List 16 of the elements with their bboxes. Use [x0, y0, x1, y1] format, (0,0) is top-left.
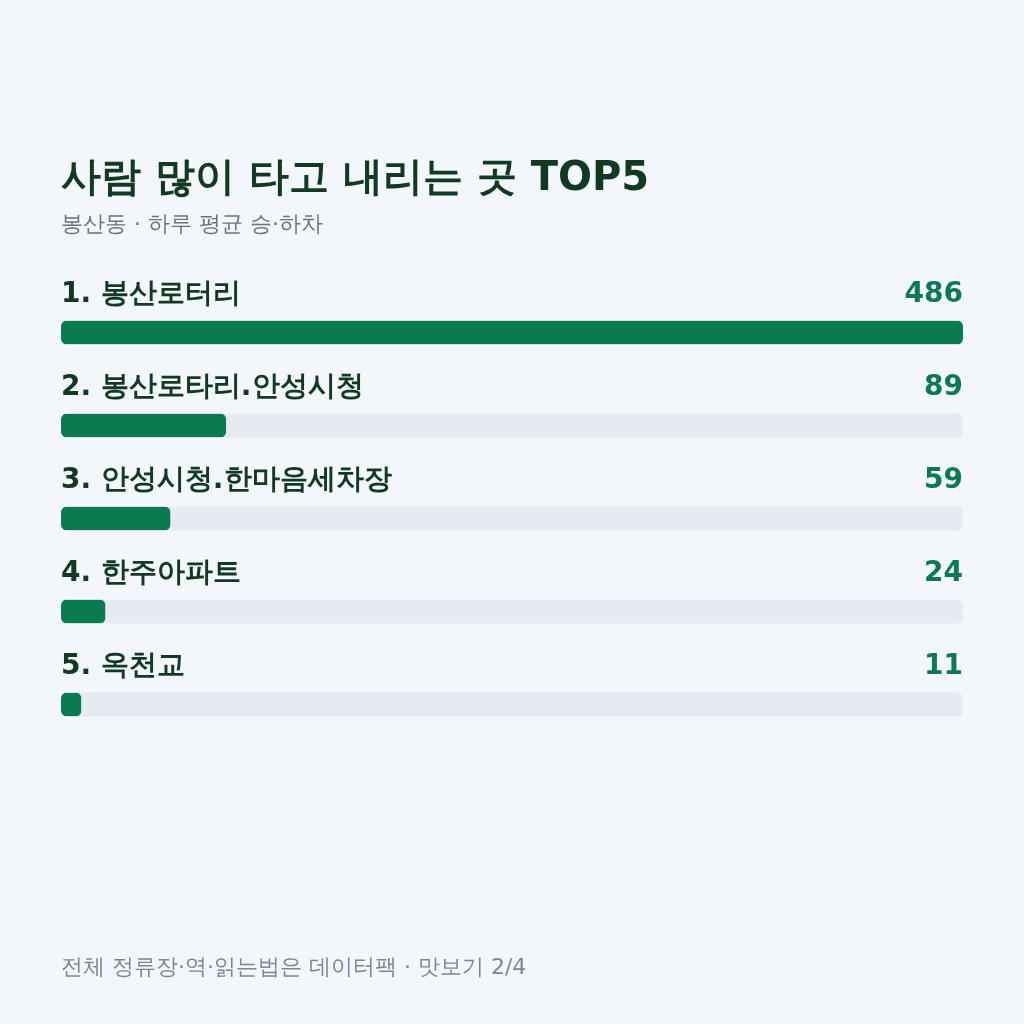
- chart-title: 사람 많이 타고 내리는 곳 TOP5: [61, 153, 650, 199]
- y-tick-label: 1. 봉산로터리: [61, 275, 241, 309]
- data-label: 486: [904, 275, 963, 309]
- data-label: 11: [924, 647, 963, 681]
- chart-subtitle: 봉산동 · 하루 평균 승·하차: [61, 211, 323, 236]
- y-tick-label: 3. 안성시청.한마음세차장: [61, 461, 392, 495]
- data-label: 59: [924, 461, 963, 495]
- bar: [61, 413, 227, 438]
- y-tick-label: 4. 한주아파트: [61, 554, 241, 588]
- text: 전체 정류장·역·읽는법은 데이터팩 · 맛보기 2/4: [61, 954, 527, 979]
- data-label: 24: [924, 554, 963, 588]
- bar: [61, 506, 171, 531]
- bar: [61, 599, 106, 624]
- data-label: 89: [924, 368, 963, 402]
- y-tick-label: 5. 옥천교: [61, 647, 185, 681]
- y-tick-label: 2. 봉산로타리.안성시청: [61, 368, 364, 402]
